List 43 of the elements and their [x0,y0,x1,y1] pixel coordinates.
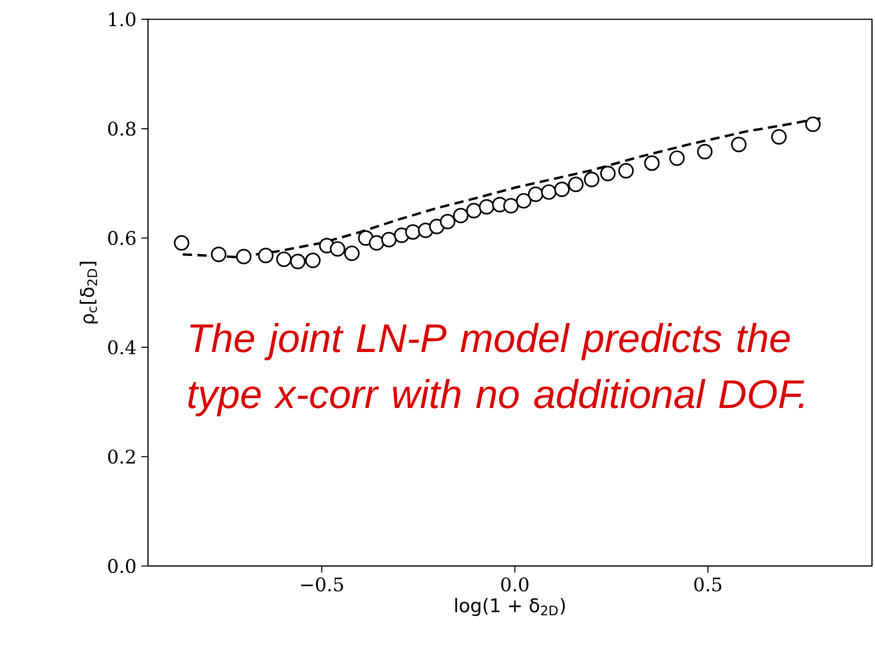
y-axis-title: ρ$_{c}$[δ$_{2D}$] [80,262,98,324]
point [618,163,634,178]
annotation: The joint LN-P model predicts the type x-corr with no additional DOF. [188,322,804,416]
point [568,176,584,192]
point [453,208,468,224]
x-tick-label: 0.5 [694,577,722,592]
y-tick-label: 0.8 [108,122,136,136]
point [210,246,226,262]
y-tick-label: 0.2 [108,450,135,464]
y-tick-label: 0.6 [108,230,136,246]
point [528,186,544,202]
point [368,235,384,251]
point [466,202,482,218]
point [771,129,787,145]
point [344,246,360,262]
x-axis-title: log(1 + δ$_{2D}$) [455,598,565,616]
point [697,144,713,160]
point [584,172,600,188]
point [478,199,494,215]
point [405,224,421,240]
y-tick-label: 0.0 [108,558,136,574]
y-tick-label: 1.0 [109,12,136,26]
point [258,248,274,264]
point [731,136,747,152]
point [503,198,519,214]
y-tick-label: 0.4 [108,340,136,354]
point [305,252,321,268]
x-tick-label: −0.5 [301,577,343,592]
point [805,116,821,132]
point [276,252,292,268]
point [669,150,685,166]
point [330,241,346,257]
point [600,166,616,182]
point [554,182,570,198]
point [236,248,252,264]
point [440,214,456,230]
point [516,193,532,209]
point [174,235,190,251]
point [541,184,557,200]
point [290,254,306,270]
x-tick-label: 0.0 [501,577,528,592]
point [644,155,660,171]
point [381,232,397,248]
